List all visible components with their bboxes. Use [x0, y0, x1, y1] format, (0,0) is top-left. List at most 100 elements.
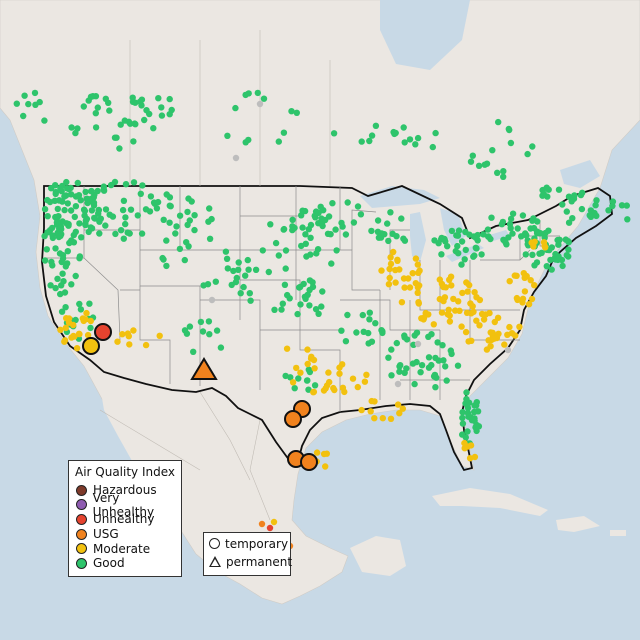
monitor-marker: [464, 288, 471, 295]
yucatan: [350, 536, 406, 576]
monitor-marker: [126, 341, 133, 348]
monitor-marker: [160, 216, 167, 223]
monitor-marker: [385, 237, 392, 245]
monitor-marker: [473, 427, 480, 435]
monitor-marker: [205, 218, 212, 225]
monitor-marker: [237, 290, 244, 297]
monitor-marker: [368, 397, 375, 405]
monitor-marker: [61, 206, 68, 214]
monitor-marker: [472, 234, 479, 241]
hispaniola: [556, 516, 600, 532]
monitor-marker: [379, 415, 386, 422]
monitor-marker: [430, 321, 437, 328]
monitor-marker: [543, 263, 550, 270]
lake-superior: [360, 186, 440, 208]
monitor-marker: [372, 320, 379, 327]
legend-title: Air Quality Index: [74, 465, 176, 479]
monitor-marker: [85, 97, 92, 104]
monitor-marker: [245, 266, 252, 273]
monitor-marker: [87, 317, 95, 325]
monitor-marker: [414, 289, 421, 296]
monitor-marker: [185, 195, 192, 202]
monitor-marker: [475, 162, 483, 169]
monitor-marker: [62, 315, 70, 322]
monitor-marker: [339, 384, 347, 391]
monitor-marker: [333, 247, 340, 254]
monitor-marker: [280, 226, 287, 233]
monitor-marker: [20, 112, 27, 120]
monitor-marker: [62, 304, 69, 311]
monitor-marker: [540, 190, 547, 197]
legend-swatch: [76, 513, 87, 525]
monitor-marker: [295, 375, 302, 382]
monitor-marker: [141, 116, 148, 124]
legend-label: Unhealthy: [93, 512, 155, 527]
monitor-marker: [565, 219, 573, 226]
monitor-marker: [166, 219, 173, 226]
monitor-marker: [353, 329, 360, 336]
legend-row-very-unhealthy: Very Unhealthy: [69, 491, 181, 519]
monitor-marker: [199, 328, 207, 335]
monitor-marker: [62, 263, 69, 270]
monitor-marker: [507, 215, 515, 223]
monitor-marker: [454, 232, 462, 239]
monitor-marker: [59, 182, 66, 190]
monitor-marker: [547, 256, 554, 264]
monitor-marker: [61, 193, 68, 200]
legend-shape-label: temporary: [225, 536, 289, 551]
monitor-marker: [416, 267, 423, 274]
legend-row-hazardous: Hazardous: [69, 483, 181, 498]
monitor-marker: [500, 173, 507, 180]
monitor-marker: [206, 235, 214, 242]
monitor-marker: [569, 215, 576, 222]
monitor-marker: [166, 95, 173, 103]
monitor-marker: [414, 134, 422, 142]
monitor-marker: [494, 169, 501, 176]
monitor-marker: [396, 368, 403, 375]
monitor-marker: [529, 143, 536, 150]
monitor-marker: [401, 369, 408, 376]
monitor-marker: [153, 205, 161, 212]
monitor-marker: [425, 333, 432, 340]
monitor-marker: [519, 212, 527, 219]
monitor-marker: [467, 158, 475, 165]
monitor-marker: [206, 205, 213, 212]
monitor-marker: [350, 219, 358, 226]
monitor-marker: [166, 111, 173, 118]
monitor-marker: [401, 237, 409, 244]
monitor-marker: [56, 250, 64, 257]
monitor-marker: [605, 207, 612, 214]
monitor-marker: [393, 339, 400, 347]
monitor-marker: [130, 179, 138, 186]
monitor-marker: [293, 109, 300, 117]
monitor-marker: [131, 120, 138, 127]
monitor-marker: [84, 331, 92, 339]
monitor-marker: [245, 90, 252, 97]
monitor-marker: [68, 281, 75, 288]
monitor-marker: [302, 295, 309, 302]
monitor-marker: [67, 207, 75, 214]
monitor-marker: [21, 92, 28, 99]
north-america-landmass: [0, 0, 640, 605]
monitor-marker: [91, 214, 98, 222]
monitor-marker: [521, 288, 529, 295]
monitor-marker: [117, 227, 125, 234]
monitor-marker: [529, 251, 536, 258]
monitor-marker: [127, 206, 135, 213]
monitor-marker: [394, 380, 402, 388]
legend-label: USG: [93, 527, 119, 542]
monitor-marker: [462, 434, 469, 441]
monitor-marker: [527, 225, 534, 232]
monitor-marker: [464, 428, 471, 435]
monitor-marker: [328, 260, 335, 267]
monitor-marker: [559, 201, 566, 208]
monitor-marker: [48, 185, 55, 192]
monitor-marker: [138, 230, 146, 237]
monitor-marker: [458, 238, 466, 245]
monitor-marker: [158, 104, 165, 111]
monitor-marker: [363, 371, 370, 378]
monitor-marker: [124, 229, 131, 236]
monitor-marker: [418, 362, 426, 369]
monitor-marker: [568, 198, 575, 205]
monitor-marker: [318, 303, 325, 310]
